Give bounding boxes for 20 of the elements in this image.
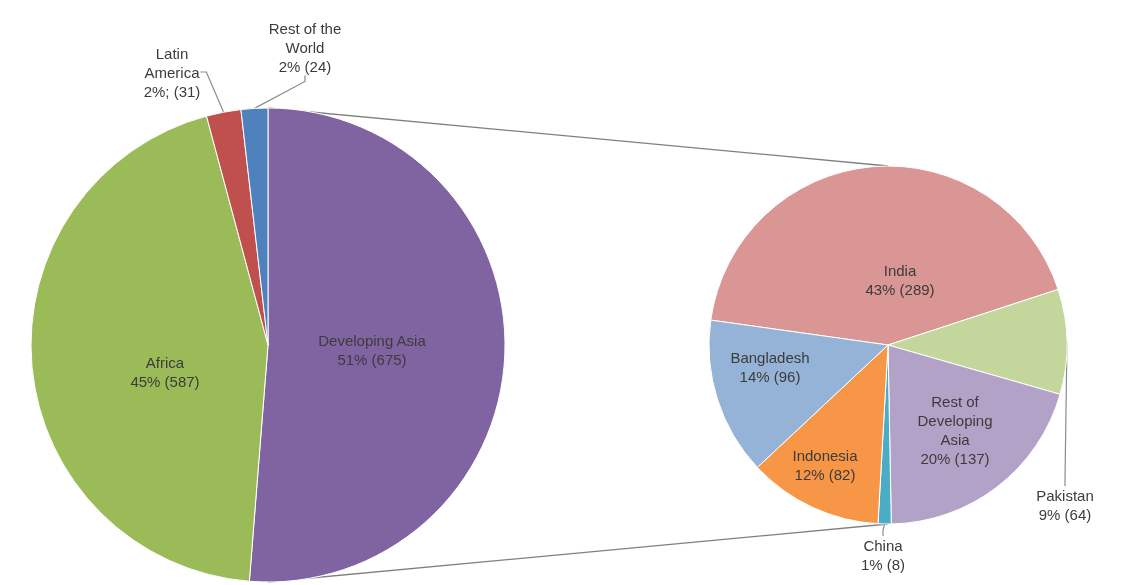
- slice-label: Bangladesh: [730, 349, 810, 366]
- slice-label: Rest of the World: [268, 19, 342, 56]
- slice-label: India: [883, 262, 917, 279]
- data-label: 1% (8): [860, 556, 906, 573]
- data-label: 9% (64): [1038, 506, 1092, 523]
- data-label: 20% (137): [920, 450, 990, 467]
- slice-label: Africa: [145, 354, 185, 371]
- data-label: 14% (96): [739, 368, 801, 385]
- data-label: 2% (24): [278, 57, 332, 75]
- data-label: 45% (587): [130, 373, 200, 390]
- data-label: 2%; (31): [143, 82, 201, 100]
- slice-label: Developing Asia: [318, 332, 427, 349]
- slice-label: Rest of Developing Asia: [917, 393, 993, 448]
- data-label: 12% (82): [794, 466, 856, 483]
- data-label: 51% (675): [337, 351, 407, 368]
- slice-label: Pakistan: [1036, 487, 1094, 504]
- slice-label: China: [863, 537, 904, 554]
- data-label: 43% (289): [865, 281, 935, 298]
- slice-label: Latin America: [144, 44, 201, 81]
- slice-label: Indonesia: [792, 447, 859, 464]
